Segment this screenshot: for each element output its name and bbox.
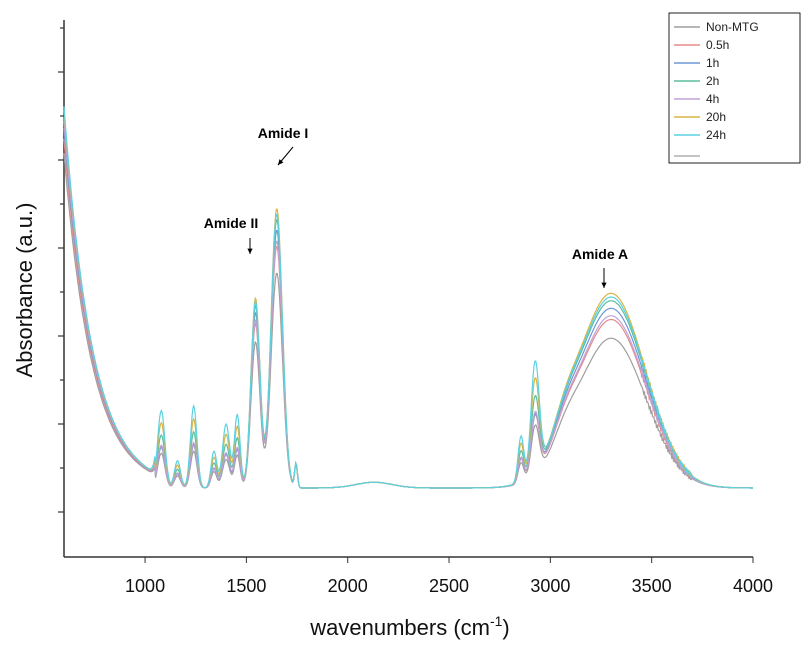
legend-label: 4h [706,92,719,106]
annotation-arrowhead [278,159,284,165]
legend-label: 0.5h [706,38,729,52]
series-line-24h [63,106,753,489]
x-tick-label: 2500 [429,576,469,596]
x-axis-title-close: ) [502,615,509,640]
legend-label: 24h [706,128,726,142]
annotations: Amide II Amide I Amide A [204,125,628,288]
y-axis-title: Absorbance (a.u.) [12,203,37,378]
x-tick-label: 2000 [328,576,368,596]
series-line-4h [63,120,753,489]
legend-label: 2h [706,74,719,88]
legend-label: 1h [706,56,719,70]
x-axis-title: wavenumbers (cm-1) [309,613,510,640]
x-tick-label: 1500 [226,576,266,596]
x-tick-label: 3000 [530,576,570,596]
x-axis-title-main: wavenumbers (cm [309,615,490,640]
legend-label: Non-MTG [706,20,759,34]
x-axis-title-sup: -1 [490,613,503,629]
annotation-arrowhead [247,248,253,254]
series-line-0-5h [63,138,753,489]
annotation-label: Amide I [258,125,309,141]
series-lines [63,106,753,489]
annotation-arrowhead [601,282,607,288]
legend-box [668,12,801,164]
legend: Non-MTG 0.5h 1h 2h 4h 20h 24h [668,12,801,164]
annotation-label: Amide A [572,246,628,262]
y-ticks [58,27,64,513]
series-line-20h [63,109,753,489]
legend-label: 20h [706,110,726,124]
series-line-non-mtg [63,153,753,489]
x-tick-label: 1000 [125,576,165,596]
x-tick-label: 3500 [632,576,672,596]
plot-area: 1000 1500 2000 2500 3000 3500 4000 Amide IIAmi… [58,20,773,596]
annotation-label: Amide II [204,215,258,231]
series-line-1h [63,127,753,489]
x-ticks: 1000 1500 2000 2500 3000 3500 4000 [125,557,773,596]
series-line-2h [63,117,753,489]
x-tick-label: 4000 [733,576,773,596]
